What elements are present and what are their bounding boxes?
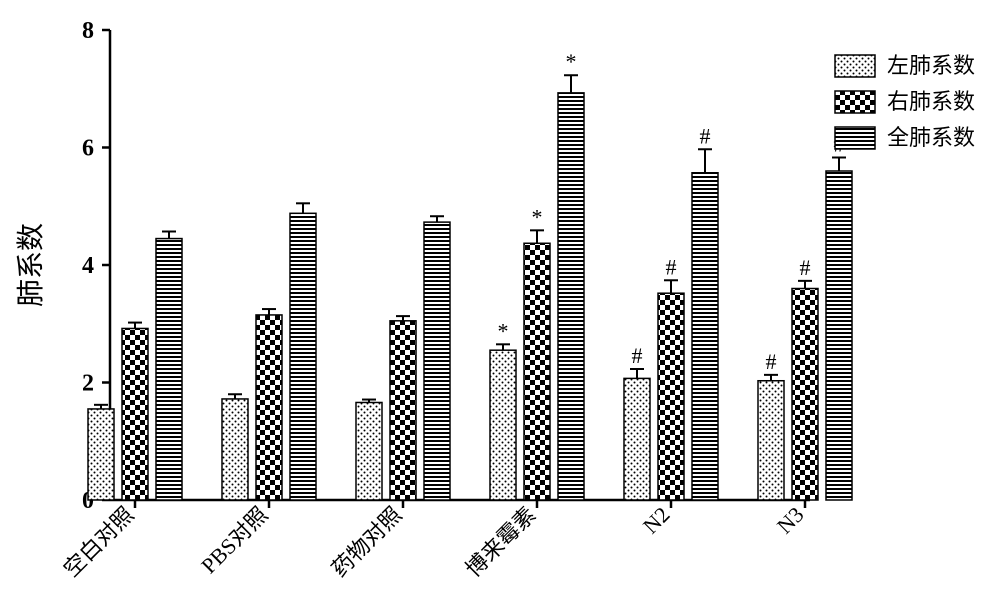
sig-annotation: * <box>566 49 577 74</box>
legend-swatch <box>835 55 875 77</box>
bar <box>558 93 584 500</box>
bar <box>826 171 852 500</box>
bar <box>758 381 784 500</box>
sig-annotation: # <box>700 123 711 148</box>
bar <box>122 328 148 500</box>
x-category-label: PBS对照 <box>196 502 272 578</box>
y-tick-label: 2 <box>82 371 94 397</box>
y-tick-label: 4 <box>82 253 94 279</box>
y-tick-label: 6 <box>82 136 94 162</box>
sig-annotation: * <box>532 204 543 229</box>
bar <box>524 243 550 500</box>
bar <box>792 289 818 501</box>
bar-chart: 02468肺系数空白对照PBS对照药物对照博来霉素***N2###N3###左肺… <box>0 0 1000 609</box>
bar <box>658 293 684 500</box>
bar <box>390 321 416 500</box>
legend-label: 左肺系数 <box>887 53 975 78</box>
x-category-label: 药物对照 <box>327 502 407 582</box>
chart-container: 02468肺系数空白对照PBS对照药物对照博来霉素***N2###N3###左肺… <box>0 0 1000 609</box>
sig-annotation: # <box>666 254 677 279</box>
legend-swatch <box>835 91 875 113</box>
bar <box>692 173 718 500</box>
bar <box>222 399 248 500</box>
sig-annotation: # <box>632 343 643 368</box>
bar <box>356 402 382 500</box>
x-category-label: N2 <box>638 502 675 539</box>
legend-swatch <box>835 127 875 149</box>
x-category-label: 空白对照 <box>59 502 139 582</box>
bar <box>424 222 450 500</box>
legend-label: 右肺系数 <box>887 89 975 114</box>
bar <box>290 213 316 500</box>
sig-annotation: * <box>498 318 509 343</box>
bar <box>490 350 516 500</box>
bar <box>624 378 650 500</box>
legend-label: 全肺系数 <box>887 125 975 150</box>
bar <box>88 409 114 500</box>
x-category-label: 博来霉素 <box>461 502 541 582</box>
y-axis-title: 肺系数 <box>15 223 47 307</box>
sig-annotation: # <box>766 349 777 374</box>
bar <box>156 239 182 500</box>
y-tick-label: 8 <box>82 18 94 44</box>
sig-annotation: # <box>800 255 811 280</box>
bar <box>256 315 282 500</box>
x-category-label: N3 <box>772 502 809 539</box>
